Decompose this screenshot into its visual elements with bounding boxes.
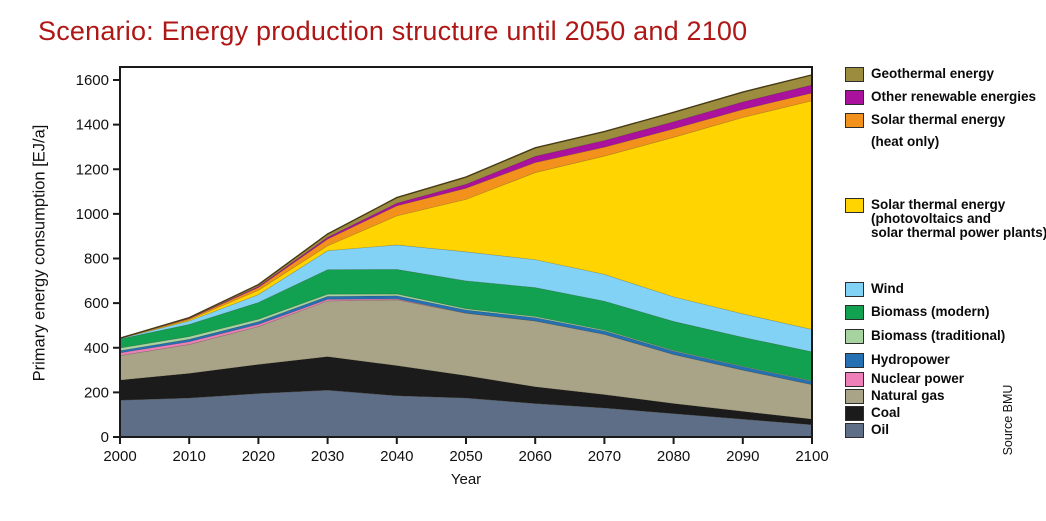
y-tick-label: 1600 [76,72,109,89]
x-tick-label: 2100 [795,448,828,465]
x-tick-label: 2060 [519,448,552,465]
x-tick-label: 2090 [726,448,759,465]
y-tick-label: 0 [101,429,109,446]
y-tick-label: 800 [84,251,109,268]
x-tick-label: 2080 [657,448,690,465]
x-tick-label: 2040 [380,448,413,465]
chart-title: Scenario: Energy production structure un… [38,16,748,46]
y-tick-label: 1200 [76,161,109,178]
y-tick-label: 400 [84,340,109,357]
x-tick-label: 2000 [103,448,136,465]
x-tick-label: 2070 [588,448,621,465]
y-tick-label: 1000 [76,206,109,223]
y-tick-label: 1400 [76,117,109,134]
x-tick-label: 2020 [242,448,275,465]
x-axis-title: Year [450,471,482,488]
source-note: Source BMU [1001,384,1015,456]
stack-top-edge [119,74,813,339]
x-tick-label: 2030 [311,448,344,465]
y-tick-label: 200 [84,384,109,401]
y-tick-label: 600 [84,295,109,312]
x-tick-label: 2050 [449,448,482,465]
y-axis-title: Primary energy consumption [EJ/a] [30,124,49,382]
x-tick-label: 2010 [173,448,206,465]
